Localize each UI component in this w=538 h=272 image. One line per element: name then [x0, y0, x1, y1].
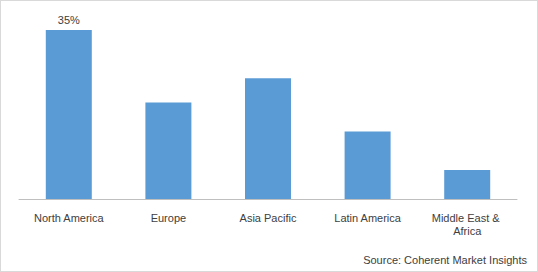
svg-text:Latin America: Latin America [334, 212, 402, 224]
svg-text:North America: North America [34, 212, 105, 224]
svg-text:Asia Pacific: Asia Pacific [240, 212, 297, 224]
svg-text:Africa: Africa [453, 225, 482, 237]
svg-text:35%: 35% [58, 14, 80, 26]
svg-text:Europe: Europe [151, 212, 186, 224]
svg-text:Source: Coherent Market Insigh: Source: Coherent Market Insights [363, 254, 527, 266]
svg-text:Middle East &: Middle East & [432, 212, 503, 224]
